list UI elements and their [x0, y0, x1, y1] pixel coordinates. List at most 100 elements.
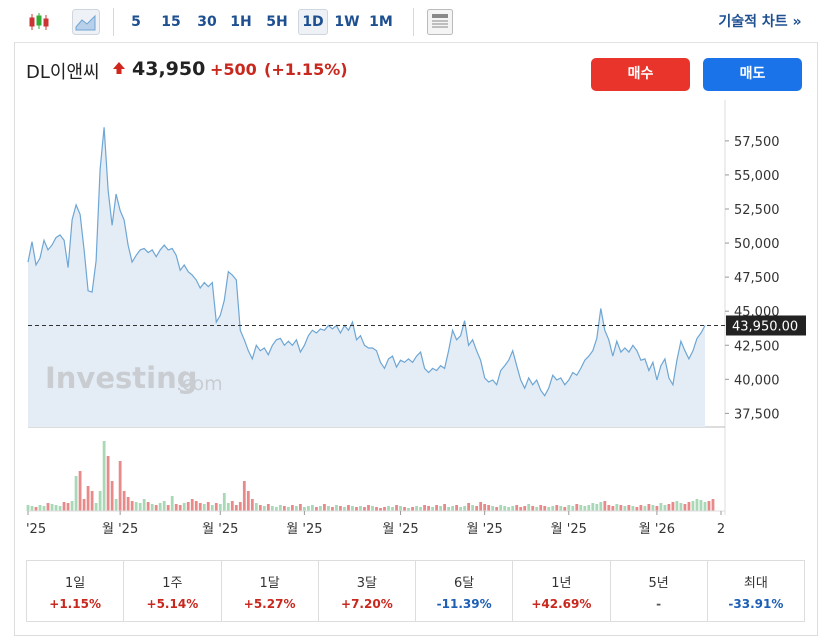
interval-button[interactable]: 1M	[369, 14, 393, 30]
period-change: +5.27%	[243, 597, 296, 611]
volume-bar	[575, 504, 579, 511]
last-price-label: 43,950.00	[732, 319, 798, 334]
performance-cell: 3달 +7.20%	[319, 561, 416, 621]
x-tick-label: 월 '25	[286, 522, 322, 537]
volume-bar	[435, 505, 438, 511]
volume-bar	[419, 507, 422, 511]
volume-bar	[695, 499, 699, 511]
volume-bar	[118, 461, 122, 511]
sell-button[interactable]: 매도	[703, 58, 802, 91]
volume-bar	[383, 507, 386, 511]
volume-bar	[70, 501, 74, 511]
x-tick-label: 월 '25	[382, 522, 418, 537]
area-icon[interactable]	[72, 9, 100, 35]
interval-button[interactable]: 5H	[266, 14, 288, 30]
chart-card	[14, 42, 818, 636]
volume-bar	[94, 503, 98, 511]
volume-bar	[363, 507, 366, 511]
volume-bar	[523, 506, 527, 511]
volume-bar	[471, 505, 475, 511]
performance-cell: 1달 +5.27%	[222, 561, 319, 621]
volume-bar	[491, 506, 495, 511]
volume-bar	[162, 501, 166, 511]
volume-bar	[671, 502, 675, 511]
volume-bar	[174, 504, 178, 511]
interval-button[interactable]: 1H	[230, 14, 252, 30]
volume-bar	[190, 499, 194, 511]
y-tick-label: 42,500	[734, 339, 780, 354]
separator	[413, 8, 414, 36]
volume-bar	[599, 502, 603, 511]
period-label: 6달	[454, 576, 475, 591]
candle-icon[interactable]	[28, 12, 50, 32]
volume-bar	[274, 507, 278, 511]
volume-bar	[399, 506, 402, 511]
interval-button[interactable]: 30	[197, 14, 217, 30]
volume-bar	[150, 504, 154, 511]
period-change: -11.39%	[436, 597, 492, 611]
volume-bar	[218, 504, 222, 511]
volume-bar	[335, 505, 338, 511]
x-tick-label: 월 '26	[639, 522, 675, 537]
separator	[113, 8, 114, 36]
volume-bar	[467, 503, 471, 511]
volume-bar	[206, 502, 210, 511]
volume-bar	[579, 505, 583, 511]
interval-button[interactable]: 15	[161, 14, 181, 30]
volume-bar	[102, 441, 106, 511]
volume-bar	[667, 504, 671, 511]
volume-bar	[447, 507, 451, 511]
performance-cell: 6달 -11.39%	[416, 561, 514, 621]
price: 43,950	[132, 58, 206, 80]
period-label: 3달	[356, 576, 377, 591]
y-tick-label: 52,500	[734, 203, 780, 218]
volume-bar	[479, 502, 483, 511]
volume-bar	[675, 501, 679, 511]
volume-bar	[46, 503, 50, 511]
technical-chart-link[interactable]: 기술적 차트 »	[718, 14, 802, 30]
volume-bar	[683, 504, 687, 511]
volume-bar	[703, 502, 707, 511]
period-change: -33.91%	[728, 597, 784, 611]
interval-button[interactable]: 1D	[298, 9, 328, 35]
interval-button[interactable]: 1W	[334, 14, 360, 30]
volume-bar	[647, 504, 651, 511]
volume-bar	[214, 503, 218, 511]
watermark-suffix: .com	[176, 373, 223, 395]
volume-bar	[106, 456, 110, 511]
interval-button[interactable]: 5	[131, 14, 141, 30]
volume-bar	[282, 506, 286, 511]
news-icon[interactable]	[427, 9, 453, 35]
volume-bar	[635, 507, 639, 511]
volume-bar	[254, 503, 258, 511]
volume-bar	[519, 507, 523, 511]
price-line	[27, 127, 706, 397]
period-label: 5년	[648, 576, 669, 591]
volume-bar	[234, 505, 238, 511]
volume-bar	[551, 506, 555, 511]
volume-bar	[387, 506, 390, 511]
volume-bar	[54, 505, 58, 511]
volume-bar	[30, 506, 34, 511]
volume-bar	[202, 504, 206, 511]
period-change: +1.15%	[49, 597, 101, 611]
volume-bar	[687, 502, 691, 511]
performance-cell: 1주 +5.14%	[124, 561, 222, 621]
volume-bar	[122, 491, 126, 511]
y-tick-label: 57,500	[734, 135, 780, 150]
period-label: 최대	[743, 576, 768, 591]
volume-bar	[379, 508, 382, 511]
x-tick-label: 월 '25	[467, 522, 503, 537]
period-label: 1일	[65, 576, 86, 591]
volume-bar	[663, 505, 667, 511]
volume-bar	[294, 506, 298, 511]
volume-bar	[58, 506, 62, 511]
volume-bar	[375, 507, 378, 511]
volume-bar	[655, 506, 659, 511]
buy-button[interactable]: 매수	[591, 58, 690, 91]
volume-bar	[307, 506, 310, 511]
volume-bar	[455, 505, 459, 511]
volume-bar	[302, 507, 306, 511]
chart: 37,50040,00042,50045,00047,50050,00052,5…	[26, 100, 806, 537]
last-price-box	[726, 315, 806, 336]
